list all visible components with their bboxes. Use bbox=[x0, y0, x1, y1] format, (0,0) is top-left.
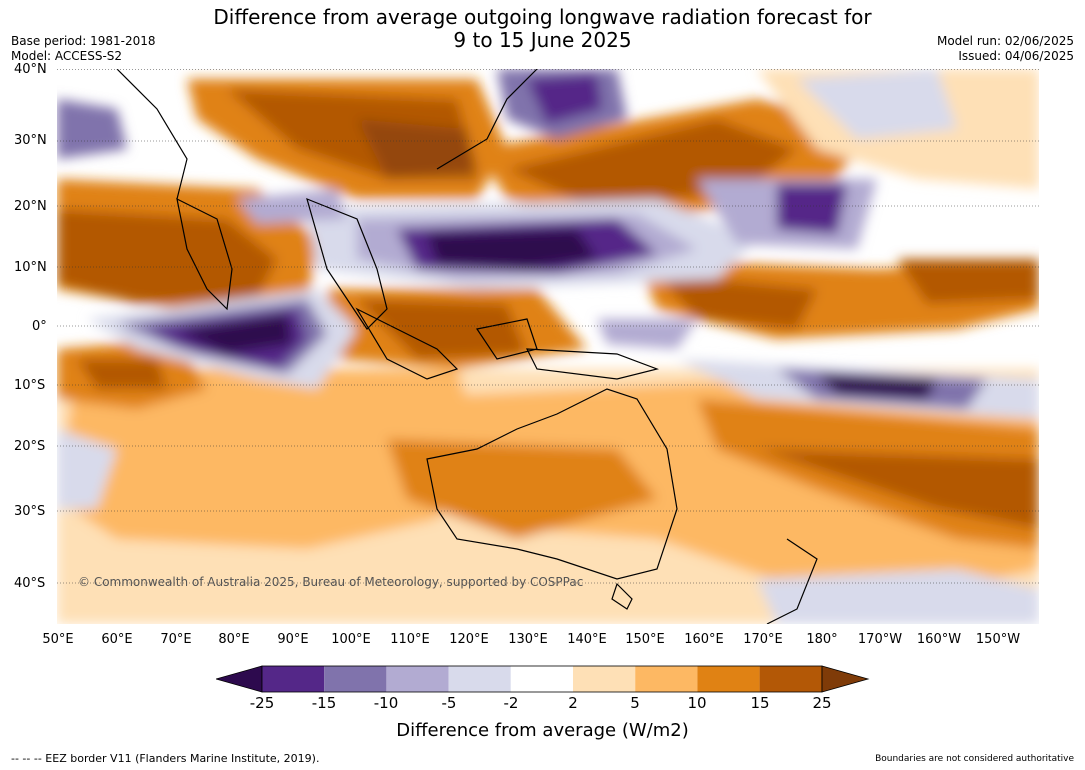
colorbar-tick: -15 bbox=[311, 694, 337, 712]
lon-label: 130°E bbox=[508, 632, 548, 647]
lon-label: 140°E bbox=[567, 632, 607, 647]
lon-label: 150°E bbox=[625, 632, 665, 647]
colorbar-min-arrow bbox=[216, 665, 263, 693]
lat-label: 30°S bbox=[14, 504, 46, 519]
lat-label: 40°S bbox=[14, 576, 46, 591]
lat-label: 10°N bbox=[14, 260, 47, 275]
boundary-disclaimer: Boundaries are not considered authoritat… bbox=[875, 754, 1074, 764]
colorbar-tick: 2 bbox=[568, 694, 578, 712]
anomaly-field bbox=[57, 69, 1039, 624]
eez-border-legend: -- -- -- EEZ border V11 (Flanders Marine… bbox=[11, 752, 320, 765]
lat-label: 40°N bbox=[14, 62, 47, 77]
colorbar-max-arrow bbox=[821, 665, 870, 693]
colorbar-tick: -10 bbox=[373, 694, 399, 712]
colorbar-segment bbox=[635, 666, 698, 692]
colorbar-segment bbox=[448, 666, 511, 692]
colorbar-tick: -25 bbox=[249, 694, 275, 712]
colorbar-tick: 10 bbox=[687, 694, 707, 712]
map-canvas bbox=[57, 69, 1039, 624]
colorbar-segment bbox=[324, 666, 387, 692]
lon-label: 110°E bbox=[390, 632, 430, 647]
colorbar-segment bbox=[573, 666, 636, 692]
model-name: Model: ACCESS-S2 bbox=[11, 49, 123, 63]
lon-label: 160°W bbox=[916, 632, 962, 647]
colorbar-segment bbox=[510, 666, 573, 692]
colorbar-segment bbox=[386, 666, 449, 692]
lon-label: 60°E bbox=[101, 632, 133, 647]
lon-label: 160°E bbox=[684, 632, 724, 647]
lat-label: 20°S bbox=[14, 439, 46, 454]
colorbar bbox=[216, 665, 870, 693]
colorbar-segment bbox=[759, 666, 822, 692]
lon-label: 170°E bbox=[743, 632, 783, 647]
lat-label: 20°N bbox=[14, 199, 47, 214]
lat-label: 10°S bbox=[14, 378, 46, 393]
colorbar-tick: 5 bbox=[630, 694, 640, 712]
lon-label: 90°E bbox=[277, 632, 309, 647]
map-title-line2: 9 to 15 June 2025 bbox=[453, 28, 632, 52]
colorbar-label: Difference from average (W/m2) bbox=[396, 720, 689, 741]
lon-label: 70°E bbox=[160, 632, 192, 647]
lon-label: 150°W bbox=[975, 632, 1021, 647]
colorbar-tick: 15 bbox=[750, 694, 770, 712]
colorbar-segment bbox=[262, 666, 325, 692]
colorbar-tick: 25 bbox=[812, 694, 832, 712]
coastlines bbox=[116, 69, 818, 624]
lon-label: 170°W bbox=[857, 632, 903, 647]
colorbar-tick: -5 bbox=[441, 694, 457, 712]
base-period: Base period: 1981-2018 bbox=[11, 34, 156, 48]
colorbar-tick: -2 bbox=[503, 694, 519, 712]
copyright-notice: © Commonwealth of Australia 2025, Bureau… bbox=[78, 575, 584, 589]
lon-label: 180° bbox=[806, 632, 838, 647]
colorbar-segment bbox=[697, 666, 760, 692]
model-run: Model run: 02/06/2025 bbox=[936, 34, 1074, 48]
lat-label: 0° bbox=[32, 319, 47, 334]
olr-anomaly-map bbox=[57, 69, 1039, 624]
map-title-line1: Difference from average outgoing longwav… bbox=[213, 5, 872, 29]
issued-date: Issued: 04/06/2025 bbox=[958, 49, 1074, 63]
lat-label: 30°N bbox=[14, 133, 47, 148]
lon-label: 80°E bbox=[218, 632, 250, 647]
lon-label: 100°E bbox=[331, 632, 371, 647]
lon-label: 120°E bbox=[449, 632, 489, 647]
lon-label: 50°E bbox=[42, 632, 74, 647]
